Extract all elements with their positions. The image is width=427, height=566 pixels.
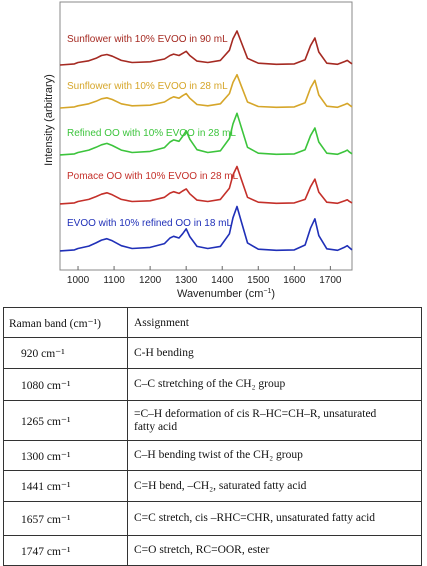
series-label: Sunflower with 10% EVOO in 90 mL xyxy=(67,34,228,45)
raman-spectra-chart: 1000 1100 1200 1300 1400 1500 1600 1700 Sunflow… xyxy=(43,1,353,300)
table-row: 1265 cm⁻¹ =C–H deformation of cis R–HC=C… xyxy=(3,400,422,441)
series-label: Refined OO with 10% EVOO in 28 mL xyxy=(67,128,236,139)
band-cell: 1657 cm⁻¹ xyxy=(3,501,128,536)
assignment-line: C–H bending twist of the CH₂ group xyxy=(134,449,303,461)
x-tick-label: 1100 xyxy=(103,275,125,286)
table-row: 1747 cm⁻¹ C=O stretch, RC=OOR, ester xyxy=(3,535,422,566)
series-line xyxy=(59,165,353,205)
series-line xyxy=(59,30,353,66)
x-tick-label: 1400 xyxy=(211,275,234,286)
assignment-line: C=H bend, –CH₂, saturated fatty acid xyxy=(134,479,307,492)
series-group xyxy=(59,30,353,252)
x-tick-label: 1200 xyxy=(139,275,162,286)
assignment-cell: C=H bend, –CH₂, saturated fatty acid xyxy=(127,470,422,502)
band-cell: 1300 cm⁻¹ xyxy=(3,440,128,471)
x-axis-title: Wavenumber (cm−1) xyxy=(177,288,275,300)
assignment-cell: C=C stretch, cis –RHC=CHR, unsaturated f… xyxy=(127,501,422,536)
series-label: EVOO with 10% refined OO in 18 mL xyxy=(67,218,233,229)
band-cell: 1080 cm⁻¹ xyxy=(3,368,128,401)
band-cell: 1441 cm⁻¹ xyxy=(3,470,128,502)
x-tick-label: 1700 xyxy=(319,275,342,286)
assignment-line: =C–H deformation of cis R–HC=CH–R, unsat… xyxy=(134,407,377,420)
x-tick-label: 1600 xyxy=(283,275,306,286)
y-axis-title: Intensity (arbitrary) xyxy=(43,74,55,166)
assignment-line: C=C stretch, cis –RHC=CHR, unsaturated f… xyxy=(134,512,376,524)
table-row: 920 cm⁻¹ C-H bending xyxy=(3,337,422,369)
band-cell: 1265 cm⁻¹ xyxy=(3,400,128,441)
x-tick-group: 1000 1100 1200 1300 1400 1500 1600 1700 xyxy=(67,266,342,286)
assignment-cell: C-H bending xyxy=(127,337,422,369)
series-line xyxy=(59,73,353,109)
series-label: Pomace OO with 10% EVOO in 28 mL xyxy=(67,171,239,182)
band-cell: 920 cm⁻¹ xyxy=(3,337,128,369)
assignment-cell: C–C stretching of the CH₂ group xyxy=(127,368,422,401)
table-row: 1300 cm⁻¹ C–H bending twist of the CH₂ g… xyxy=(3,440,422,471)
series-label-group: Sunflower with 10% EVOO in 90 mL Sunflowe… xyxy=(67,34,239,229)
table-row: 1657 cm⁻¹ C=C stretch, cis –RHC=CHR, uns… xyxy=(3,501,422,536)
assignment-line: C-H bending xyxy=(134,346,194,359)
assignment-line: fatty acid xyxy=(134,420,178,433)
assignment-line: C–C stretching of the CH₂ group xyxy=(134,378,286,390)
table-header-row: Raman band (cm⁻¹) Assignment xyxy=(3,307,422,338)
band-assignment-table-wrapper: Raman band (cm⁻¹) Assignment 920 cm⁻¹ C-… xyxy=(3,307,422,566)
raman-spectra-figure: 1000 1100 1200 1300 1400 1500 1600 1700 Sunflow… xyxy=(43,1,353,300)
assignment-cell: =C–H deformation of cis R–HC=CH–R, unsat… xyxy=(127,400,422,441)
x-tick-label: 1500 xyxy=(247,275,270,286)
header-raman-band: Raman band (cm⁻¹) xyxy=(3,307,128,338)
band-assignment-table: Raman band (cm⁻¹) Assignment 920 cm⁻¹ C-… xyxy=(3,307,422,566)
series-line xyxy=(59,112,353,156)
x-tick-label: 1000 xyxy=(67,275,90,286)
table-row: 1080 cm⁻¹ C–C stretching of the CH₂ grou… xyxy=(3,368,422,401)
series-label: Sunflower with 10% EVOO in 28 mL xyxy=(67,81,228,92)
table-row: 1441 cm⁻¹ C=H bend, –CH₂, saturated fatt… xyxy=(3,470,422,502)
x-tick-label: 1300 xyxy=(175,275,198,286)
assignment-line: C=O stretch, RC=OOR, ester xyxy=(134,544,270,556)
header-assignment: Assignment xyxy=(127,307,422,338)
series-line xyxy=(59,205,353,252)
assignment-cell: C=O stretch, RC=OOR, ester xyxy=(127,535,422,566)
assignment-cell: C–H bending twist of the CH₂ group xyxy=(127,440,422,471)
band-cell: 1747 cm⁻¹ xyxy=(3,535,128,566)
plot-frame xyxy=(59,1,353,271)
